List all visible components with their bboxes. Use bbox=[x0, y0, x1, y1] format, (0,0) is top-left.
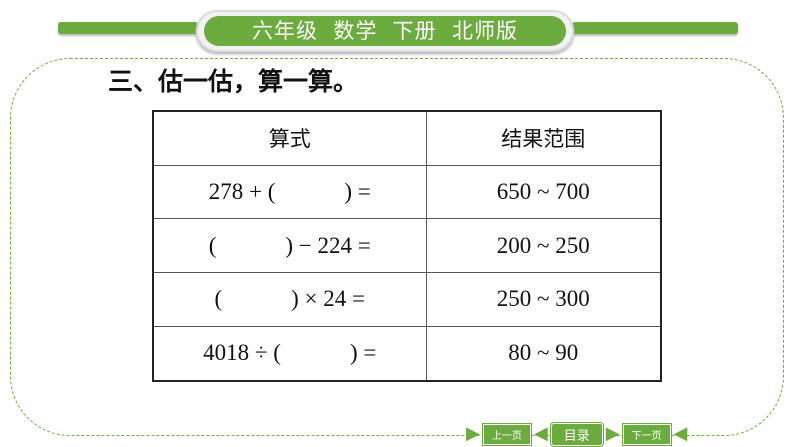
arrow-right-icon: ▶ bbox=[605, 423, 620, 444]
estimate-table: 算式 结果范围 278 + ( ) = 650 ~ 700 ( ) − 224 … bbox=[152, 110, 662, 382]
range-cell: 250 ~ 300 bbox=[425, 272, 662, 327]
header-range: 结果范围 bbox=[425, 110, 662, 166]
expression-cell: 4018 ÷ ( ) = bbox=[152, 325, 427, 382]
table-row: 4018 ÷ ( ) = 80 ~ 90 bbox=[152, 325, 662, 382]
section-title: 三、估一估，算一算。 bbox=[108, 67, 359, 96]
arrow-left-icon: ◀ bbox=[533, 423, 548, 444]
prev-page-button[interactable]: 上一页 bbox=[481, 422, 532, 446]
expression-cell: ( ) × 24 = bbox=[152, 272, 427, 327]
table-row: ( ) × 24 = 250 ~ 300 bbox=[152, 272, 662, 327]
arrow-left-icon: ◀ bbox=[673, 423, 688, 444]
bottom-nav: ▶ 上一页 ◀ 目录 ▶ 下一页 ◀ bbox=[466, 421, 688, 447]
header-expression: 算式 bbox=[152, 110, 427, 166]
header-bar-left bbox=[58, 22, 198, 34]
banner-text: 六年级 数学 下册 北师版 bbox=[204, 16, 566, 46]
range-cell: 80 ~ 90 bbox=[425, 325, 662, 382]
range-cell: 200 ~ 250 bbox=[425, 218, 662, 273]
content-frame bbox=[10, 58, 784, 436]
arrow-right-icon: ▶ bbox=[466, 423, 480, 444]
expression-cell: ( ) − 224 = bbox=[152, 218, 427, 273]
next-page-button[interactable]: 下一页 bbox=[621, 422, 672, 446]
expression-cell: 278 + ( ) = bbox=[152, 164, 427, 220]
header-banner: 六年级 数学 下册 北师版 bbox=[196, 10, 574, 52]
toc-button[interactable]: 目录 bbox=[549, 421, 604, 447]
range-cell: 650 ~ 700 bbox=[425, 164, 662, 220]
table-header-row: 算式 结果范围 bbox=[152, 110, 662, 166]
table-row: ( ) − 224 = 200 ~ 250 bbox=[152, 218, 662, 273]
header-bar-right bbox=[572, 22, 738, 34]
table-row: 278 + ( ) = 650 ~ 700 bbox=[152, 164, 662, 220]
